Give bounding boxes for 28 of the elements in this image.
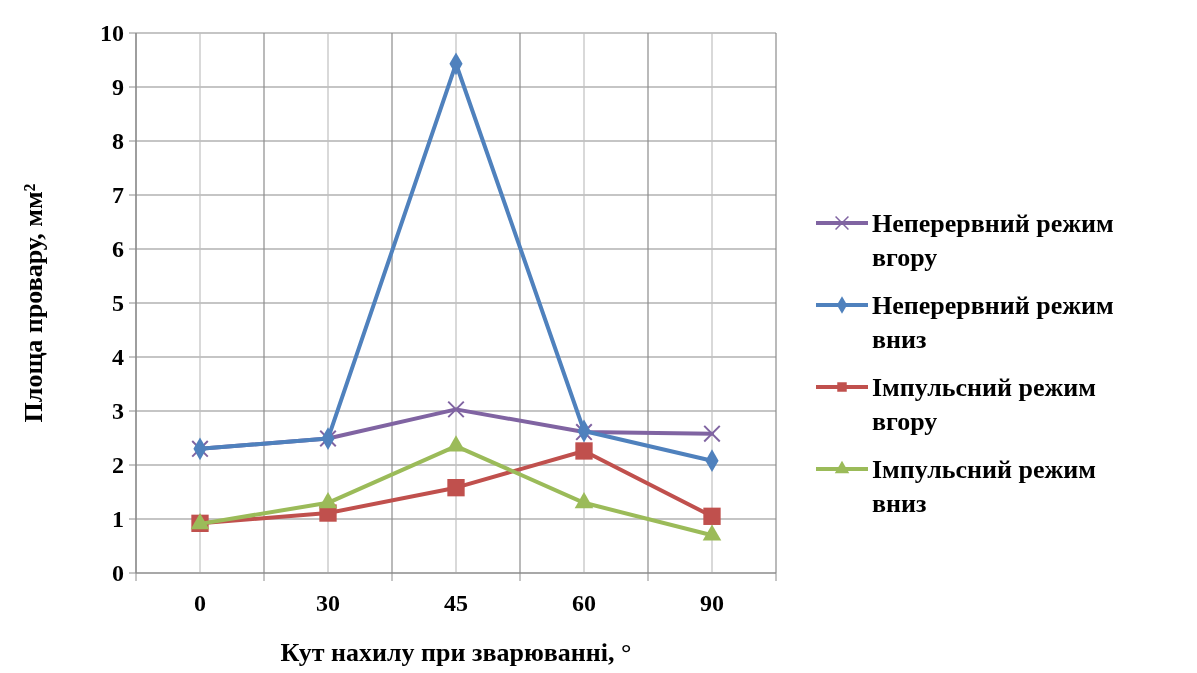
y-tick-label: 5: [112, 290, 124, 317]
legend-label: Імпульсний режим вниз: [872, 455, 1097, 518]
y-tick-label: 1: [112, 506, 124, 533]
y-tick-label: 3: [112, 398, 124, 425]
y-tick-label: 6: [112, 236, 124, 263]
x-tick-label: 60: [572, 590, 596, 616]
point: [703, 424, 721, 443]
y-tick-label: 2: [112, 452, 124, 479]
point: [575, 442, 593, 460]
y-tick-label: 4: [112, 344, 124, 371]
x-tick-label: 0: [194, 590, 206, 616]
point: [447, 400, 465, 419]
y-tick-label: 0: [112, 560, 124, 587]
legend-label: Неперервний режим вниз: [872, 291, 1114, 354]
point: [447, 479, 465, 497]
x-tick-label: 90: [700, 590, 724, 616]
y-tick-label: 7: [112, 182, 124, 209]
y-tick-label: 8: [112, 128, 124, 155]
legend-label: Імпульсний режим вгору: [872, 373, 1097, 436]
x-axis-title: Кут нахилу при зварюванні, °: [280, 638, 632, 667]
point: [575, 423, 593, 441]
y-tick-label: 10: [100, 20, 124, 47]
x-tick-label: 30: [316, 590, 340, 616]
point: [703, 507, 721, 525]
x-tick-label: 45: [444, 590, 468, 616]
y-axis-title: Площа провару, мм²: [19, 183, 48, 423]
y-tick-label: 9: [112, 74, 124, 101]
legend-label: Неперервний режим вгору: [872, 209, 1114, 272]
